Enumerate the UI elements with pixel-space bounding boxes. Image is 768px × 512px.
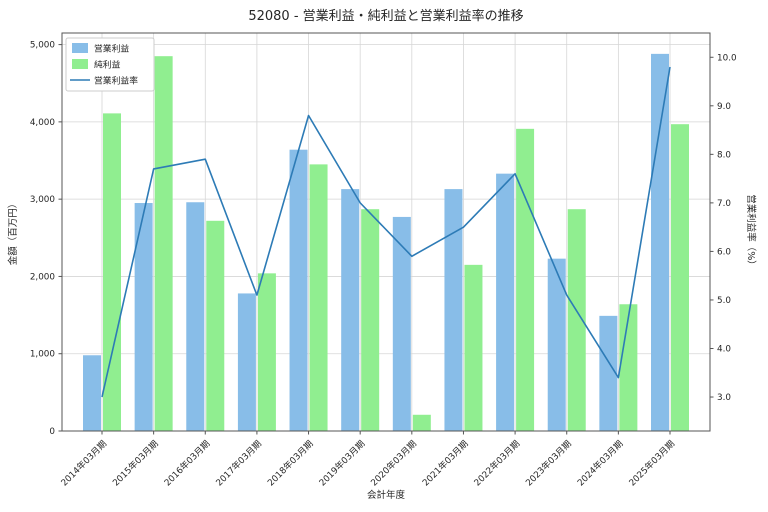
y-tick-label-left: 2,000 bbox=[30, 272, 56, 282]
y-axis-label-left: 金額（百万円） bbox=[7, 199, 19, 266]
y-tick-label-right: 9.0 bbox=[717, 102, 731, 112]
legend-swatch-operating-profit bbox=[72, 43, 88, 53]
bar-operating-profit bbox=[341, 189, 360, 431]
chart-title: 52080 - 営業利益・純利益と営業利益率の推移 bbox=[248, 8, 523, 24]
legend-label-operating-margin: 営業利益率 bbox=[94, 75, 138, 87]
plot-dynamic-layer: 0 1,000 2,000 3,000 4,000 5,000 3.0 4.0 5.0 6.0 7.… bbox=[30, 32, 737, 489]
y-tick-label-left: 4,000 bbox=[30, 118, 56, 128]
bar-operating-profit bbox=[444, 189, 463, 431]
x-tick-label: 2020年03月期 bbox=[368, 438, 419, 489]
line-operating-margin bbox=[101, 66, 671, 398]
legend-swatch-net-profit bbox=[72, 59, 88, 69]
legend-label-operating-profit: 営業利益 bbox=[94, 43, 129, 55]
bar-operating-profit bbox=[651, 53, 669, 431]
y-tick-label-right: 5.0 bbox=[717, 296, 731, 306]
bar-net-profit bbox=[412, 414, 431, 431]
y-tick-label-left: 5,000 bbox=[30, 41, 56, 51]
y-tick-label-right: 8.0 bbox=[717, 150, 731, 160]
x-tick-label: 2023年03月期 bbox=[523, 438, 574, 489]
bar-operating-profit bbox=[83, 355, 101, 431]
y-tick-label-left: 0 bbox=[49, 427, 55, 437]
x-tick-label: 2017年03月期 bbox=[213, 438, 264, 489]
bar-net-profit bbox=[206, 220, 225, 431]
y-tick-label-left: 1,000 bbox=[30, 350, 56, 360]
x-axis-label: 会計年度 bbox=[367, 489, 406, 501]
bar-operating-profit bbox=[134, 203, 153, 431]
bar-net-profit bbox=[309, 164, 328, 431]
x-tick-label: 2015年03月期 bbox=[110, 438, 161, 489]
bar-net-profit bbox=[103, 113, 121, 432]
y-tick-label-right: 4.0 bbox=[717, 344, 731, 354]
bar-net-profit bbox=[567, 209, 586, 431]
y-tick-label-left: 3,000 bbox=[30, 195, 56, 205]
x-tick-label: 2022年03月期 bbox=[471, 438, 522, 489]
y-tick-label-right: 3.0 bbox=[717, 393, 731, 403]
bar-operating-profit bbox=[599, 315, 618, 431]
legend-label-net-profit: 純利益 bbox=[94, 59, 121, 71]
bar-net-profit bbox=[464, 264, 483, 431]
x-tick-label: 2019年03月期 bbox=[316, 438, 367, 489]
x-tick-label: 2021年03月期 bbox=[420, 438, 471, 489]
y-tick-label-right: 7.0 bbox=[717, 199, 731, 209]
bar-operating-profit bbox=[496, 173, 515, 432]
y-tick-label-right: 10.0 bbox=[717, 53, 737, 63]
bar-operating-profit bbox=[237, 293, 256, 431]
x-tick-label: 2024年03月期 bbox=[575, 438, 626, 489]
bar-operating-profit bbox=[186, 202, 205, 431]
bar-operating-profit bbox=[547, 258, 566, 431]
bar-operating-profit bbox=[289, 149, 308, 432]
bar-net-profit bbox=[154, 56, 173, 431]
plot-frame bbox=[61, 32, 711, 432]
x-tick-label: 2016年03月期 bbox=[161, 438, 212, 489]
bar-net-profit bbox=[516, 128, 535, 431]
y-tick-label-right: 6.0 bbox=[717, 247, 731, 257]
bar-net-profit bbox=[619, 304, 638, 431]
bar-net-profit bbox=[361, 209, 380, 431]
bar-net-profit bbox=[257, 273, 276, 431]
x-tick-label: 2014年03月期 bbox=[58, 438, 109, 489]
y-axis-label-right: 営業利益率（%） bbox=[745, 194, 757, 270]
bar-operating-profit bbox=[392, 216, 411, 431]
x-tick-label: 2018年03月期 bbox=[265, 438, 316, 489]
bar-net-profit bbox=[671, 124, 689, 431]
x-tick-label: 2025年03月期 bbox=[626, 438, 677, 489]
